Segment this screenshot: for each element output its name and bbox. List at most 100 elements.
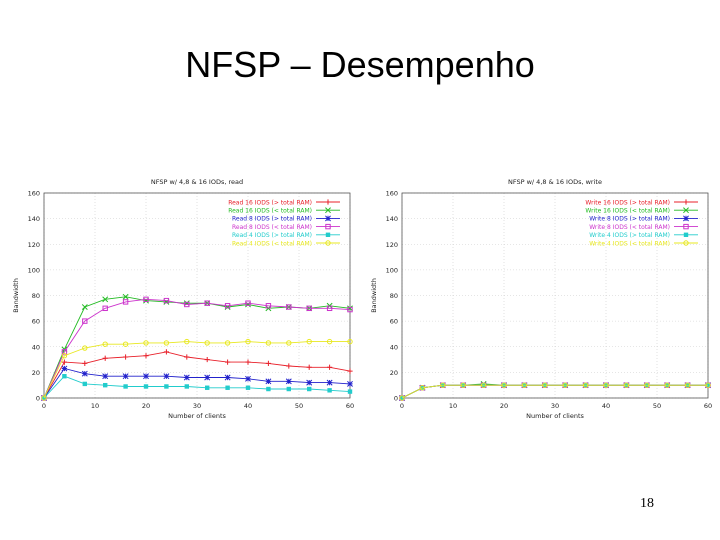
write-legend-marker <box>683 207 689 214</box>
read-data-point <box>306 379 313 386</box>
read-legend-label: Read 16 IODS (< total RAM) <box>228 208 312 215</box>
read-data-point <box>245 375 251 382</box>
write-data-point <box>501 382 507 388</box>
read-data-point <box>163 349 169 355</box>
read-series-line <box>43 298 351 399</box>
read-data-point <box>245 359 251 365</box>
read-x-tick-label: 50 <box>295 402 303 410</box>
write-y-tick-label: 60 <box>390 318 398 326</box>
read-data-point <box>224 340 231 346</box>
read-data-point <box>183 374 190 381</box>
read-data-point <box>286 363 292 369</box>
read-y-axis-label: Bandwidth <box>12 278 20 313</box>
write-y-tick-label: 120 <box>386 241 398 249</box>
read-series-6 <box>41 338 353 401</box>
write-legend-marker <box>683 199 689 205</box>
read-data-point <box>102 373 109 380</box>
write-legend-marker <box>683 215 689 222</box>
write-y-axis-label: Bandwidth <box>370 278 378 313</box>
read-data-point <box>347 389 353 394</box>
write-y-tick-label: 80 <box>390 292 398 300</box>
write-legend-label: Write 4 IODS (< total RAM) <box>589 240 670 247</box>
write-legend-label: Write 16 IODS (< total RAM) <box>585 208 670 215</box>
page-number: 18 <box>640 496 654 511</box>
read-data-point <box>163 297 170 304</box>
read-legend-marker <box>325 207 331 214</box>
write-data-point <box>419 385 426 391</box>
read-x-tick-label: 30 <box>193 402 201 410</box>
read-data-point <box>122 341 129 347</box>
write-x-tick-label: 30 <box>551 402 559 410</box>
read-chart-title: NFSP w/ 4,8 & 16 IODs, read <box>151 178 243 186</box>
write-y-tick-label: 20 <box>390 369 398 377</box>
write-legend-marker <box>683 223 689 230</box>
read-x-axis-label: Number of clients <box>168 412 226 420</box>
write-data-point <box>603 382 609 388</box>
read-y-tick-label: 160 <box>28 190 40 198</box>
slide-title: NFSP – Desempenho <box>185 44 535 85</box>
read-data-point <box>326 305 333 312</box>
read-data-point <box>205 385 210 390</box>
read-data-point <box>347 368 353 374</box>
read-data-point <box>143 296 149 303</box>
read-data-point <box>102 305 108 312</box>
read-data-point <box>245 338 251 345</box>
write-legend-label: Write 16 IODS (> total RAM) <box>585 199 670 206</box>
read-x-tick-label: 10 <box>91 402 99 410</box>
write-legend-marker <box>683 240 689 246</box>
write-y-tick-label: 160 <box>386 190 398 198</box>
read-data-point <box>326 338 333 345</box>
read-data-point <box>306 338 312 345</box>
write-data-point <box>582 382 589 388</box>
read-x-tick-label: 40 <box>244 402 252 410</box>
read-series-line <box>43 341 350 399</box>
read-data-point <box>102 341 108 347</box>
write-legend-label: Write 8 IODS (> total RAM) <box>589 216 670 223</box>
read-data-point <box>184 354 190 360</box>
read-data-point <box>62 374 67 379</box>
read-series-5 <box>41 374 353 401</box>
write-data-point <box>664 382 670 388</box>
read-data-point <box>102 355 108 361</box>
read-axis-frame <box>43 192 351 399</box>
read-data-point <box>224 374 231 381</box>
read-data-point <box>204 374 211 381</box>
read-y-tick-label: 20 <box>32 369 40 377</box>
write-y-tick-label: 0 <box>394 395 398 403</box>
read-series-1 <box>41 349 353 401</box>
write-x-tick-label: 10 <box>449 402 457 410</box>
read-data-point <box>82 345 88 351</box>
read-series-line <box>43 351 351 399</box>
read-data-point <box>103 382 108 388</box>
write-data-point <box>705 382 711 388</box>
read-legend-marker <box>325 223 331 230</box>
read-legend-label: Read 8 IODS (> total RAM) <box>232 216 312 223</box>
write-data-point <box>562 382 568 388</box>
read-data-point <box>224 303 231 309</box>
read-data-point <box>265 360 271 367</box>
read-data-point <box>143 353 149 359</box>
write-data-point <box>644 382 650 388</box>
write-axis-frame <box>401 192 709 399</box>
read-y-tick-label: 140 <box>28 215 40 223</box>
read-x-tick-label: 0 <box>42 402 46 410</box>
read-data-point <box>225 385 230 390</box>
read-data-point <box>143 373 149 380</box>
write-data-point <box>480 382 487 388</box>
read-data-point <box>123 384 128 389</box>
read-data-point <box>122 293 129 300</box>
write-legend-label: Write 4 IODS (> total RAM) <box>589 232 670 239</box>
write-data-point <box>623 382 630 388</box>
read-data-point <box>122 373 129 380</box>
write-x-tick-label: 0 <box>400 402 404 410</box>
read-legend-marker <box>325 232 331 237</box>
write-legend-label: Write 8 IODS (< total RAM) <box>589 224 670 231</box>
read-data-point <box>327 388 332 393</box>
read-data-point <box>286 304 292 310</box>
read-data-point <box>204 300 210 306</box>
read-data-point <box>265 303 272 309</box>
read-y-tick-label: 80 <box>32 292 40 300</box>
read-y-tick-label: 100 <box>28 266 40 274</box>
read-data-point <box>82 318 88 324</box>
write-data-point <box>684 382 691 388</box>
